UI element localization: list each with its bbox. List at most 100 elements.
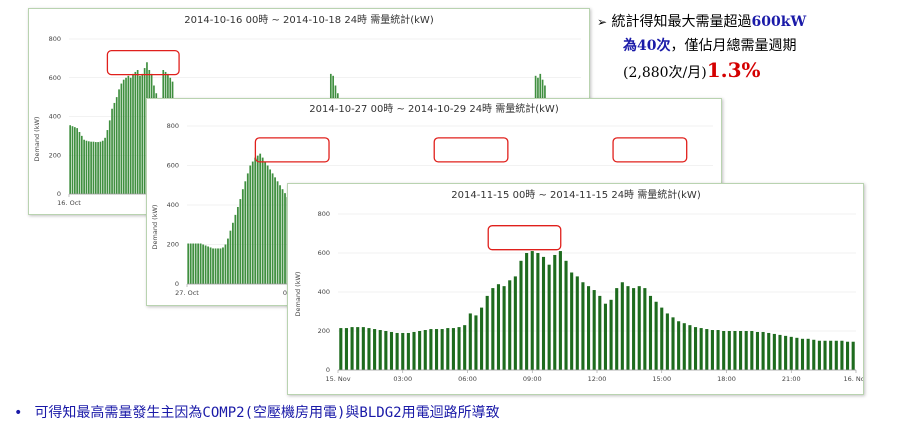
demand-bar [502,286,506,370]
demand-bar [519,260,523,370]
demand-bar [457,327,461,370]
demand-bar [281,189,284,284]
chart-title: 2014-11-15 00時 ~ 2014-11-15 24時 需量統計(kW) [451,188,701,201]
demand-bar [232,222,234,284]
demand-bar [429,329,433,370]
demand-bar [101,140,104,194]
percentage-value: 1.3% [706,58,761,82]
demand-bar [733,331,737,370]
y-tick-label: 600 [49,74,61,82]
demand-bar [92,141,95,194]
demand-bar [750,331,754,370]
x-tick-label: 21:00 [782,375,801,383]
note-line-3: (2,880次/月)1.3% [597,58,897,85]
y-tick-label: 200 [167,241,179,249]
demand-bar [846,341,850,370]
demand-bar [194,243,197,284]
demand-bar [239,199,242,284]
demand-bar [744,331,748,370]
demand-bar [496,284,501,370]
demand-bar [632,288,636,370]
demand-bar [274,177,276,284]
demand-bar [69,125,72,194]
demand-bar [423,330,427,370]
demand-bar [279,185,281,284]
demand-bar [219,248,222,284]
demand-bar [851,341,855,370]
demand-bar [767,332,771,370]
x-tick-label: 06:00 [458,375,477,383]
demand-bar [85,140,88,194]
demand-bar [108,120,111,194]
demand-bar [688,325,692,370]
demand-bar [705,329,709,370]
demand-bar [581,282,585,370]
demand-bar [241,189,244,284]
x-tick-label: 15:00 [652,375,671,383]
demand-bar [118,89,120,194]
demand-bar [812,339,816,370]
demand-bar [80,135,83,194]
conclusion-bullet: • 可得知最高需量發生主因為COMP2(空壓機房用電)與BLDG2用電迴路所導致 [14,402,500,422]
demand-bar [412,331,416,370]
demand-bar [209,247,212,284]
demand-bar [122,79,125,194]
conclusion-text: 可得知最高需量發生主因為COMP2(空壓機房用電)與BLDG2用電迴路所導致 [34,405,500,421]
demand-bar [536,253,540,370]
demand-bar [389,331,394,370]
demand-bar [530,251,534,370]
demand-bar [264,161,267,284]
demand-bar [356,327,360,370]
demand-bar [485,295,489,370]
chart-title: 2014-10-16 00時 ~ 2014-10-18 24時 需量統計(kW) [184,13,434,26]
demand-bar [214,248,217,284]
arrow-bullet-icon: ➢ [597,15,608,29]
demand-bar [525,253,529,370]
demand-bar [474,315,478,370]
demand-bar [259,153,262,284]
demand-bar [755,331,760,370]
demand-bar [598,295,602,370]
demand-bar [227,238,229,284]
demand-bar [761,331,765,370]
demand-bar [97,142,99,194]
demand-bar [284,193,286,284]
demand-bar [83,139,85,194]
demand-bar [99,141,102,194]
demand-bar [727,331,731,370]
demand-bar [829,340,833,370]
x-tick-label: 12:00 [588,375,607,383]
demand-bar [94,142,97,194]
demand-bar [120,83,123,194]
y-axis-label: Demand (kW) [151,205,159,250]
demand-bar [682,323,686,370]
demand-bar [271,173,274,284]
demand-bar [87,141,90,194]
demand-bar [480,307,484,370]
demand-bar [806,338,810,370]
demand-bar [127,75,130,194]
demand-bar [817,340,821,370]
y-tick-label: 800 [49,35,61,43]
demand-bar [71,126,74,194]
x-tick-label: 09:00 [523,375,542,383]
note-text: (2,880次/月) [623,65,707,81]
demand-bar [207,246,209,284]
peak-highlight-box [433,137,509,163]
threshold-value: 600kW [751,14,807,30]
demand-bar [73,127,76,194]
chart-nov15: 2014-11-15 00時 ~ 2014-11-15 24時 需量統計(kW)… [294,188,863,383]
demand-bar [261,157,264,284]
demand-bar [508,280,512,370]
demand-bar [106,130,109,194]
demand-bar [592,290,596,370]
demand-bar [111,108,113,194]
demand-bar [553,254,557,370]
demand-bar [78,132,81,194]
demand-bar [344,328,348,370]
y-tick-label: 800 [318,210,330,218]
demand-bar [626,286,630,370]
demand-bar [276,181,279,284]
x-tick-label: 15. Nov [325,375,350,383]
demand-bar [778,334,782,370]
